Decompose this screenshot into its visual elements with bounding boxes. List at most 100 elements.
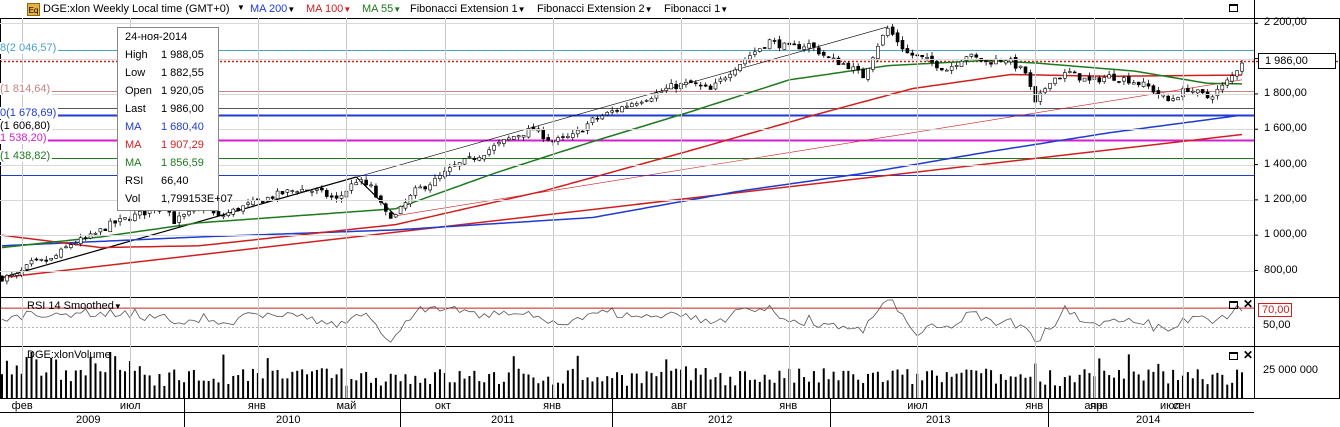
- info-row-value: 66,40: [161, 175, 189, 187]
- volume-bar: [748, 380, 751, 398]
- candle-body: [944, 69, 949, 72]
- candle-body: [172, 211, 177, 224]
- volume-bar: [1078, 374, 1081, 398]
- candle-body: [324, 190, 329, 197]
- info-date: 24-ноя-2014: [125, 31, 188, 43]
- volume-bar: [1172, 369, 1175, 398]
- candle-body: [1200, 89, 1205, 94]
- volume-bar: [576, 355, 579, 398]
- symbol-title[interactable]: DGE:xlon Weekly Local time (GMT+0): [43, 3, 230, 15]
- volume-title[interactable]: DGE:xlonVolume: [27, 349, 111, 361]
- volume-bar: [379, 385, 382, 398]
- candle-body: [423, 186, 427, 190]
- volume-bar: [581, 379, 584, 398]
- volume-bar: [1231, 382, 1234, 398]
- volume-bar: [306, 374, 309, 398]
- volume-bar: [611, 378, 614, 398]
- candle-body: [320, 187, 324, 191]
- candle-body: [698, 84, 703, 87]
- candle-body: [895, 32, 900, 43]
- info-row: Open 1 920,05: [118, 82, 218, 100]
- candle-body: [108, 220, 113, 232]
- candle-body: [664, 87, 669, 91]
- volume-bar: [128, 361, 131, 398]
- volume-bar: [1142, 380, 1145, 398]
- maximize-icon[interactable]: [1229, 4, 1238, 12]
- volume-bar: [212, 378, 215, 398]
- candle-body: [841, 63, 846, 65]
- volume-bar: [847, 370, 850, 398]
- volume-bar: [448, 382, 451, 398]
- volume-bar: [817, 382, 820, 398]
- time-month-label: фев: [11, 400, 33, 412]
- volume-bar: [635, 373, 638, 398]
- volume-bar: [1122, 378, 1125, 398]
- candle-body: [438, 175, 442, 179]
- candle-body: [777, 39, 782, 49]
- volume-bar: [1063, 377, 1066, 398]
- candle-body: [507, 137, 511, 141]
- volume-bar: [773, 382, 776, 398]
- volume-bar: [330, 378, 333, 398]
- volume-bar: [365, 371, 368, 398]
- volume-bar: [89, 356, 92, 398]
- volume-bar: [370, 382, 373, 398]
- candle-body: [49, 257, 54, 261]
- candle-body: [821, 51, 826, 56]
- candle-body: [497, 142, 501, 145]
- symbol-icon[interactable]: Eq: [27, 3, 40, 16]
- candle-body: [221, 215, 226, 218]
- candle-body: [137, 211, 142, 216]
- candle-body: [1181, 88, 1185, 98]
- study-fib-ext-2[interactable]: Fibonacci Extension 2▼: [537, 3, 653, 15]
- volume-bar: [409, 383, 412, 398]
- study-ma200[interactable]: MA 200▼: [250, 3, 295, 15]
- rsi-title[interactable]: RSI 14 Smoothed▼: [27, 300, 122, 312]
- candle-body: [1141, 81, 1146, 87]
- volume-bar: [153, 385, 156, 398]
- volume-bar: [1127, 354, 1130, 398]
- volume-bar: [675, 368, 678, 398]
- study-ma55[interactable]: MA 55▼: [362, 3, 401, 15]
- volume-bar: [994, 383, 997, 398]
- candle-body: [133, 213, 137, 221]
- time-month-label: окт: [434, 400, 451, 412]
- candle-body: [1004, 60, 1008, 64]
- candle-body: [226, 212, 231, 216]
- rsi-level-tag-text: 70,00: [1262, 304, 1290, 316]
- volume-bar: [871, 372, 874, 398]
- volume-bar: [876, 371, 879, 398]
- candle-body: [339, 195, 344, 199]
- info-row: High 1 988,05: [118, 46, 218, 64]
- volume-bar: [901, 374, 904, 398]
- volume-bar: [950, 376, 953, 398]
- info-row: RSI 66,40: [118, 172, 218, 190]
- volume-bar: [5, 360, 8, 398]
- candle-body: [521, 135, 526, 138]
- volume-maximize-icon[interactable]: [1229, 352, 1238, 360]
- study-fib-ext-1[interactable]: Fibonacci Extension 1▼: [410, 3, 526, 15]
- study-fib-ext-2-label: Fibonacci Extension 2: [537, 3, 645, 15]
- info-row-key: Low: [125, 67, 146, 79]
- candle-body: [935, 61, 939, 69]
- candle-body: [1225, 79, 1230, 86]
- study-fib-1[interactable]: Fibonacci 1▼: [664, 3, 728, 15]
- volume-bar: [124, 371, 127, 398]
- candle-body: [10, 274, 14, 276]
- candle-body: [216, 211, 221, 216]
- price-tick-label: 2 200,00: [1264, 16, 1307, 29]
- volume-bar: [975, 370, 978, 398]
- candle-body: [123, 217, 127, 220]
- volume-bar: [891, 370, 894, 398]
- candle-body: [728, 73, 733, 79]
- candle-body: [187, 211, 191, 216]
- study-ma100[interactable]: MA 100▼: [306, 3, 351, 15]
- symbol-dropdown-icon[interactable]: ▼: [237, 3, 245, 12]
- candle-body: [595, 117, 600, 120]
- rsi-maximize-icon[interactable]: [1229, 301, 1238, 309]
- volume-bar: [1083, 369, 1086, 398]
- rsi-close-icon[interactable]: ✕: [1243, 297, 1254, 311]
- volume-bar: [566, 370, 569, 398]
- candle-body: [826, 56, 831, 59]
- volume-close-icon[interactable]: ✕: [1243, 348, 1254, 362]
